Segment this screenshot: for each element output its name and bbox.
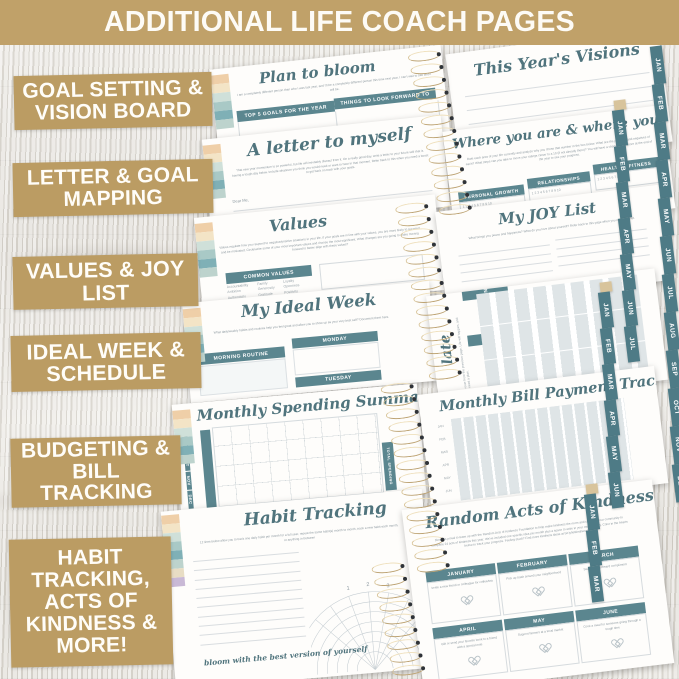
kindness-month-cell: JANUARY Invite a new friend or colleague… [425, 563, 502, 625]
feature-label-ideal-week-schedule[interactable]: IDEAL WEEK & SCHEDULE [10, 332, 202, 392]
kindness-idea: Support farmers at a local market [517, 627, 564, 637]
feature-label-habit-tracking-kindness[interactable]: HABIT TRACKING, ACTS OF KINDNESS & MORE! [8, 536, 174, 668]
row-label: JUN [445, 488, 453, 494]
page-habit-tracking: Habit Tracking 12 lines below allow you … [160, 488, 438, 679]
kindness-month-cell: APRIL Gift or send your favorite book to… [432, 619, 509, 679]
kindness-idea: Invite a new friend or colleague for cof… [431, 578, 494, 590]
kindness-idea: Cook a meal for someone going through a … [583, 617, 641, 631]
weekend-side-note: Carry over from the previous page. Life … [454, 317, 473, 397]
habit-wheel-chart: 123 456 [302, 582, 438, 676]
weekend-corner-label: late [436, 333, 457, 366]
letter-salutation: Dear Me, [232, 197, 250, 204]
page-title: ADDITIONAL LIFE COACH PAGES [104, 6, 575, 39]
heart-icon[interactable] [609, 634, 619, 644]
svg-text:3: 3 [386, 583, 390, 589]
feature-label-letter-goal-mapping[interactable]: LETTER & GOAL MAPPING [12, 158, 214, 218]
spending-grid [211, 413, 385, 508]
page-random-acts-of-kindness: Random Acts of Kindness bloom is proud t… [401, 479, 675, 679]
heart-icon[interactable] [530, 581, 540, 591]
feature-label-values-joy-list[interactable]: VALUES & JOY LIST [12, 253, 199, 310]
feature-label-budgeting-bill-tracking[interactable]: BUDGETING & BILL TRACKING [10, 435, 182, 508]
kindness-month-cell: FEBRUARY Pick up trash around your neigh… [496, 554, 573, 616]
kindness-month-cell: JUNE Cook a meal for someone going throu… [575, 602, 652, 664]
kindness-idea: Pick up trash around your neighborhood [506, 570, 562, 581]
svg-text:2: 2 [366, 582, 370, 588]
kindness-month-cell: MARCH Swap an overheard compliment [568, 545, 645, 607]
row-label: DEC [187, 490, 194, 509]
kindness-month-grid: JANUARY Invite a new friend or colleague… [425, 545, 653, 679]
kindness-idea: Gift or send your favorite book to a fri… [441, 635, 498, 649]
feature-label-goal-setting[interactable]: GOAL SETTING & VISION BOARD [13, 71, 213, 131]
habit-lines [193, 551, 307, 646]
total-spending-column: TOTAL SPENDING [381, 441, 397, 491]
divider-tabs [194, 222, 218, 278]
row-label: NOV [185, 471, 193, 490]
svg-text:1: 1 [346, 586, 350, 592]
heart-icon[interactable] [537, 638, 547, 648]
header-banner: ADDITIONAL LIFE COACH PAGES [0, 0, 679, 45]
kindness-idea: Swap an overheard compliment [583, 562, 627, 572]
heart-icon[interactable] [466, 651, 476, 661]
heart-icon[interactable] [601, 573, 611, 583]
values-intro: Values regulate how you respond to negat… [219, 226, 420, 255]
svg-text:4: 4 [405, 590, 409, 596]
kindness-month-cell: MAY Support farmers at a local market [503, 610, 580, 673]
values-title: Values [268, 211, 328, 236]
heart-icon[interactable] [459, 590, 469, 600]
